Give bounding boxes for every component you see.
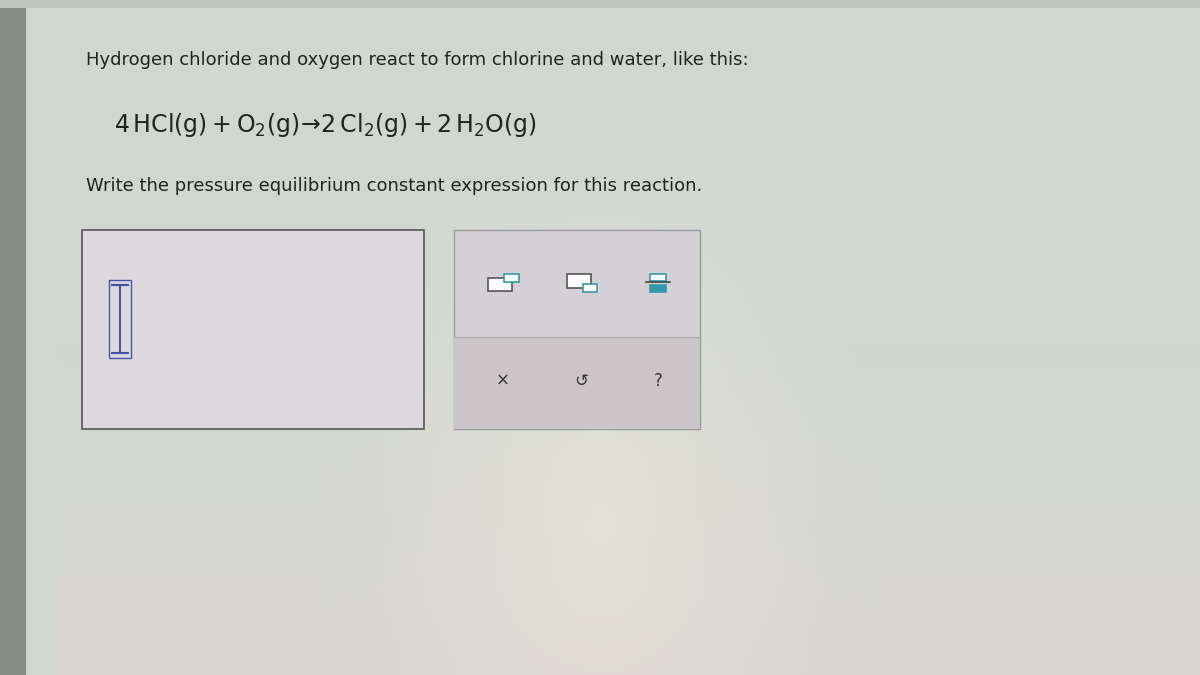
Text: Hydrogen chloride and oxygen react to form chlorine and water, like this:: Hydrogen chloride and oxygen react to fo… bbox=[86, 51, 749, 69]
Text: Write the pressure equilibrium constant expression for this reaction.: Write the pressure equilibrium constant … bbox=[86, 177, 703, 195]
Bar bbox=[583, 284, 598, 292]
Bar bbox=[650, 274, 666, 281]
Bar bbox=[454, 230, 700, 429]
Text: ×: × bbox=[496, 372, 510, 390]
Bar bbox=[568, 274, 590, 288]
Text: ↺: ↺ bbox=[575, 372, 588, 390]
Bar bbox=[454, 337, 700, 429]
Text: ?: ? bbox=[653, 372, 662, 390]
Bar bbox=[82, 230, 424, 429]
Bar bbox=[504, 273, 518, 281]
Bar bbox=[650, 286, 666, 292]
Text: $\mathdefault{4\,HCl(g)+O_2(g)\!\rightarrow\!2\,Cl_2(g)+2\,H_2O(g)}$: $\mathdefault{4\,HCl(g)+O_2(g)\!\rightar… bbox=[114, 111, 536, 138]
Bar bbox=[109, 280, 131, 358]
Bar bbox=[488, 278, 512, 292]
